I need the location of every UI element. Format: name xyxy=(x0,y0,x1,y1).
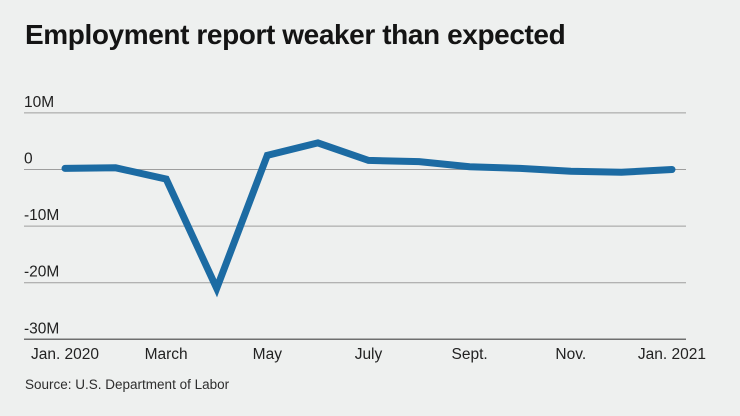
x-tick-label: Sept. xyxy=(452,346,488,363)
x-axis-tick-labels: Jan. 2020 March May July Sept. Nov. Jan. 2021 xyxy=(31,346,706,363)
y-tick-label: -20M xyxy=(24,264,59,281)
gridlines xyxy=(24,112,686,341)
y-tick-label: 10M xyxy=(24,94,54,111)
x-tick-label: July xyxy=(355,346,383,363)
x-tick-label: Nov. xyxy=(555,346,586,363)
source-note: Source: U.S. Department of Labor xyxy=(25,377,230,392)
y-tick-label: -10M xyxy=(24,207,59,224)
y-tick-label: 0 xyxy=(24,151,33,168)
x-tick-label: Jan. 2020 xyxy=(31,346,99,363)
x-tick-label: Jan. 2021 xyxy=(638,346,706,363)
chart-title: Employment report weaker than expected xyxy=(25,19,566,50)
y-tick-label: -30M xyxy=(24,320,59,337)
x-tick-label: March xyxy=(145,346,188,363)
employment-change-line xyxy=(61,139,676,298)
y-axis-tick-labels: 10M 0 -10M -20M -30M xyxy=(24,94,59,337)
x-tick-label: May xyxy=(253,346,283,363)
